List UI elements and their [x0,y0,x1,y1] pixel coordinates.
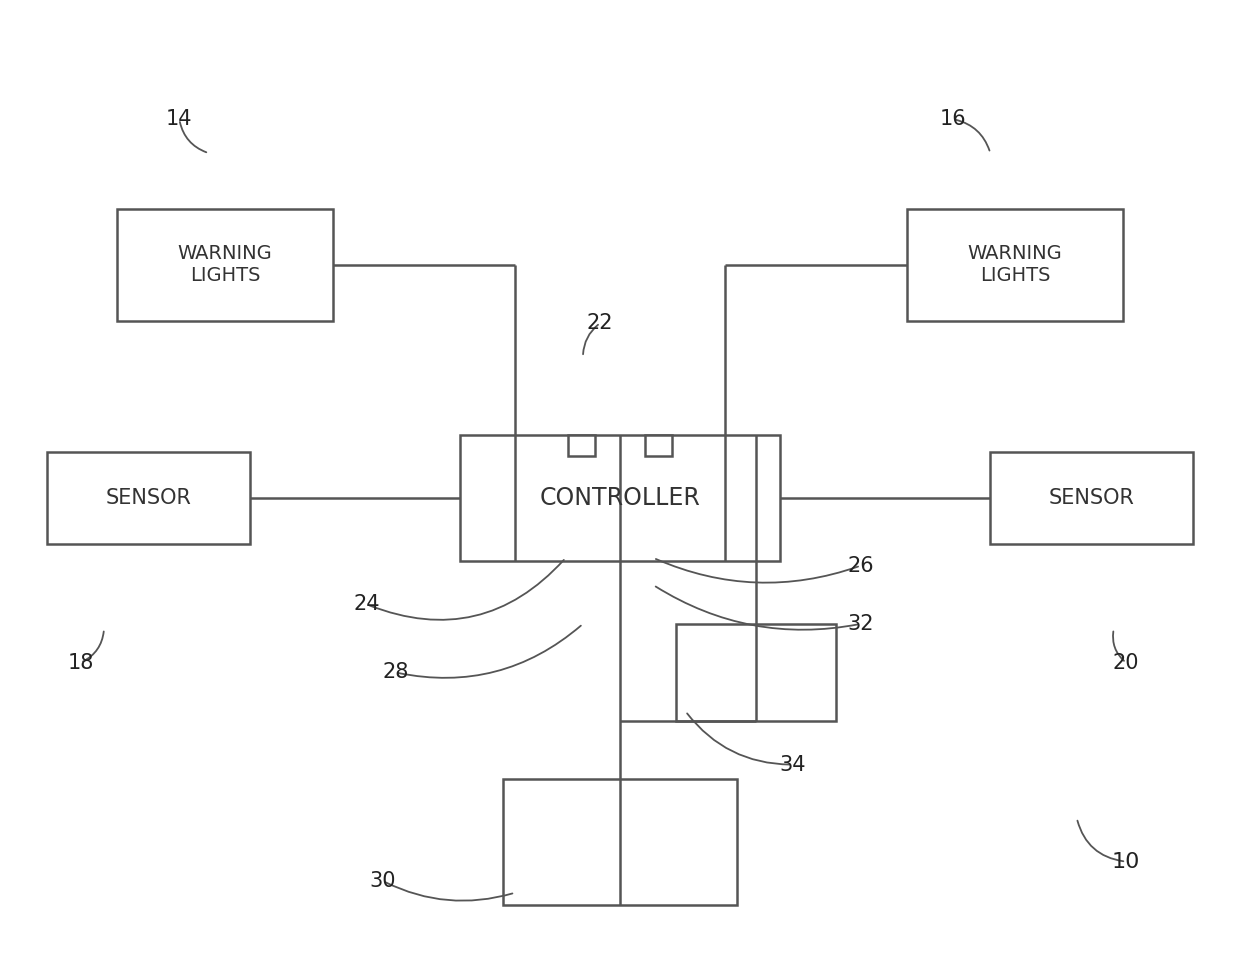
Bar [568,434,595,456]
Bar [990,452,1193,544]
Text: 20: 20 [1112,653,1140,672]
Text: SENSOR: SENSOR [105,488,191,508]
Bar [645,434,672,456]
Text: 22: 22 [587,313,614,333]
Text: 18: 18 [67,653,94,672]
Bar [676,624,836,721]
Text: 10: 10 [1112,852,1141,872]
Bar [117,209,334,320]
Text: 16: 16 [940,109,967,129]
Bar [502,779,738,906]
Text: 26: 26 [847,555,874,576]
Text: CONTROLLER: CONTROLLER [539,486,701,509]
Text: 32: 32 [847,614,874,633]
Text: 14: 14 [166,109,192,129]
Text: 30: 30 [370,871,397,891]
Bar [460,434,780,561]
Text: SENSOR: SENSOR [1049,488,1135,508]
Text: WARNING
LIGHTS: WARNING LIGHTS [967,244,1063,285]
Text: 24: 24 [353,594,381,615]
Text: WARNING
LIGHTS: WARNING LIGHTS [177,244,273,285]
Bar [47,452,250,544]
Text: 28: 28 [382,663,408,682]
Bar [906,209,1123,320]
Text: 34: 34 [780,754,806,775]
